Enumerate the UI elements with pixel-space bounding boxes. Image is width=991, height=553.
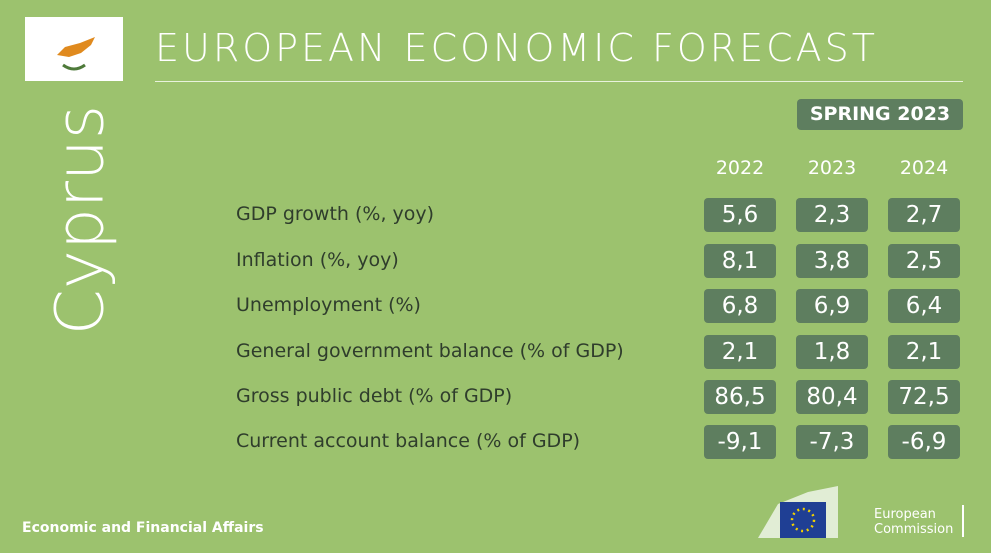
value-cell: 2,7: [888, 198, 960, 232]
value-cell: 5,6: [704, 198, 776, 232]
season-badge: SPRING 2023: [797, 99, 963, 130]
value-cell: 3,8: [796, 244, 868, 278]
value-cell: 6,9: [796, 289, 868, 323]
value-cell: 2,3: [796, 198, 868, 232]
olive-branches: [62, 63, 86, 71]
row-label: General government balance (% of GDP): [236, 340, 624, 362]
value-cell: 2,5: [888, 244, 960, 278]
cyprus-flag: [25, 17, 123, 81]
footer-text: Economic and Financial Affairs: [22, 520, 264, 536]
column-header: 2022: [715, 157, 765, 179]
row-label: Inflation (%, yoy): [236, 249, 399, 271]
value-cell: -7,3: [796, 425, 868, 459]
value-cell: 6,8: [704, 289, 776, 323]
value-cell: -9,1: [704, 425, 776, 459]
value-cell: 80,4: [796, 380, 868, 414]
column-header: 2024: [899, 157, 949, 179]
row-label: Current account balance (% of GDP): [236, 430, 581, 452]
logo-bar: [962, 505, 964, 537]
value-cell: 86,5: [704, 380, 776, 414]
divider: [155, 81, 963, 82]
row-label: Unemployment (%): [236, 294, 421, 316]
row-label: Gross public debt (% of GDP): [236, 385, 513, 407]
eu-stars: [790, 507, 816, 533]
value-cell: 2,1: [888, 335, 960, 369]
value-cell: 6,4: [888, 289, 960, 323]
flag-emblem: [57, 37, 95, 71]
logo-text: European Commission: [874, 507, 953, 537]
ec-logo-building: [758, 486, 838, 538]
title: EUROPEAN ECONOMIC FORECAST: [155, 26, 878, 70]
value-cell: 2,1: [704, 335, 776, 369]
logo-line: European: [874, 507, 936, 522]
eu-flag: [780, 502, 826, 538]
value-cell: 72,5: [888, 380, 960, 414]
column-header: 2023: [807, 157, 857, 179]
value-cell: 1,8: [796, 335, 868, 369]
value-cell: -6,9: [888, 425, 960, 459]
island: [57, 37, 95, 57]
logo-line: Commission: [874, 522, 954, 537]
row-label: GDP growth (%, yoy): [236, 203, 435, 225]
value-cell: 8,1: [704, 244, 776, 278]
country-name: Cyprus: [41, 104, 119, 336]
